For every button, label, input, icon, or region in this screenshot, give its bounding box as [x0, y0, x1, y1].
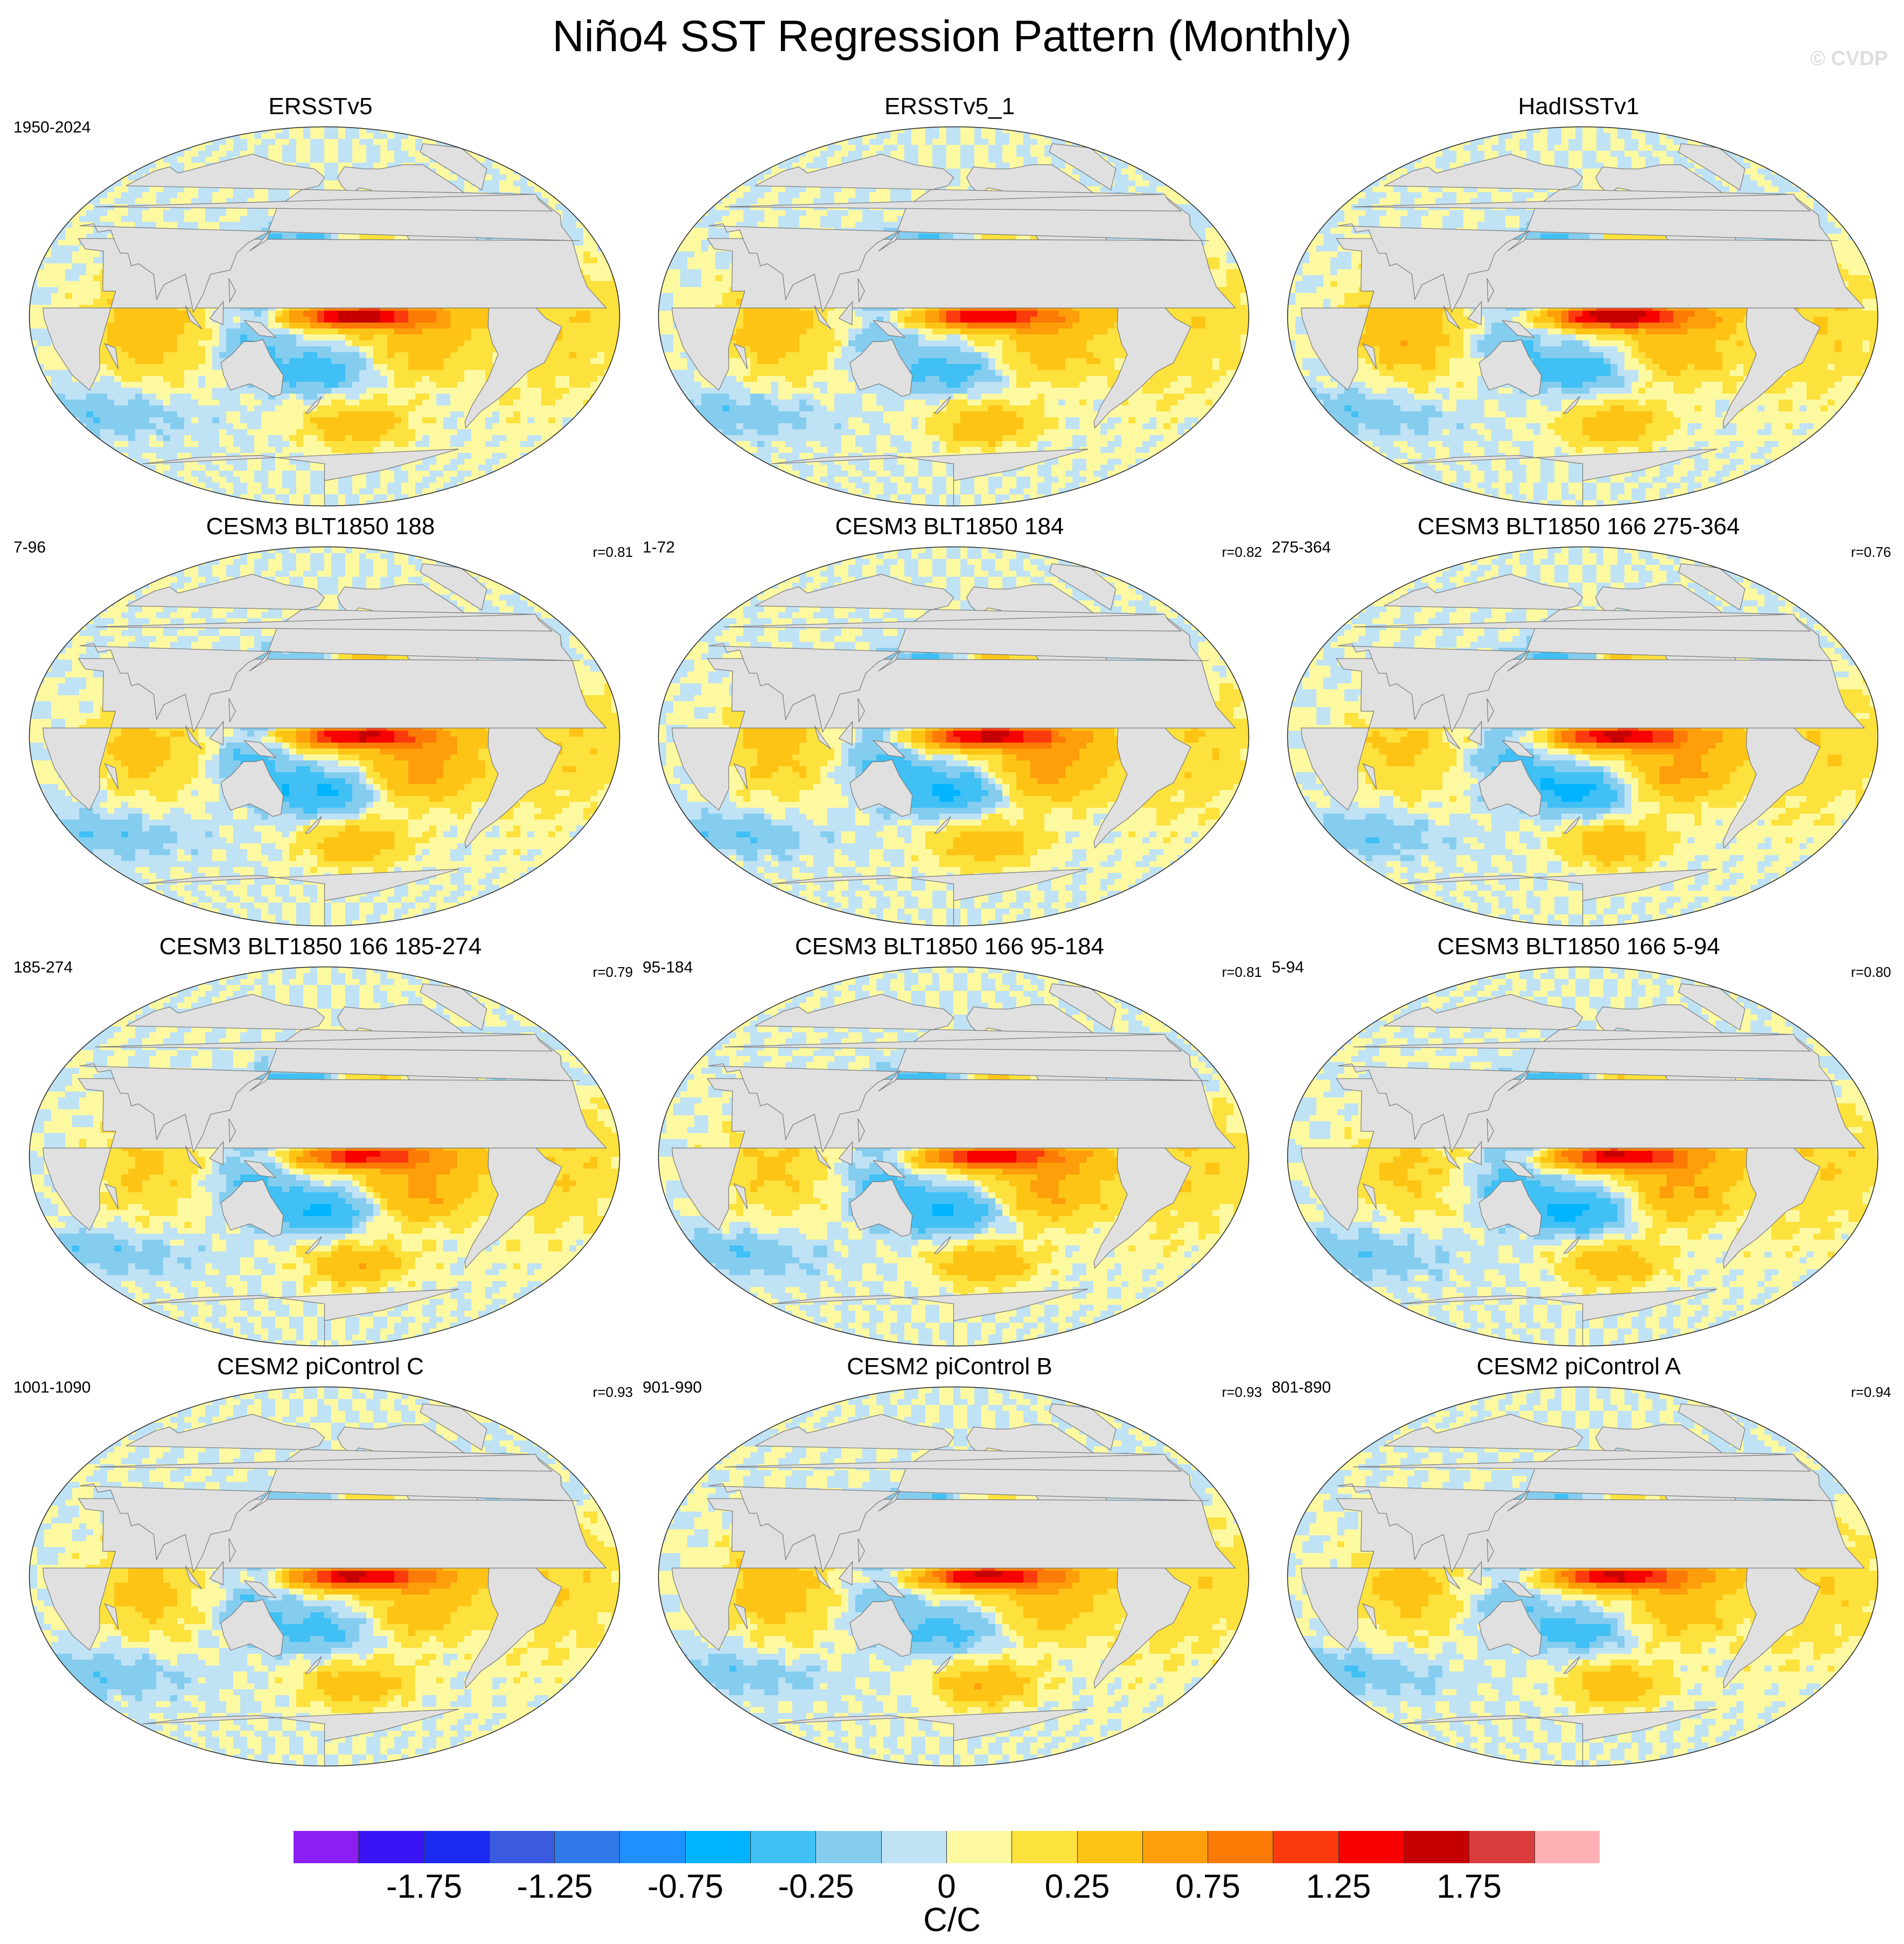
colorbar-cell	[1469, 1831, 1535, 1863]
map-area	[1274, 1381, 1891, 1772]
world-map	[645, 961, 1262, 1352]
panel-title: CESM3 BLT1850 188	[8, 512, 633, 542]
panel-title: CESM3 BLT1850 184	[637, 512, 1262, 542]
world-map	[16, 121, 633, 512]
map-area	[16, 1381, 633, 1772]
colorbar	[294, 1831, 1600, 1863]
map-area	[1274, 961, 1891, 1352]
colorbar-cell	[882, 1831, 947, 1863]
map-panel: ERSSTv5_1	[637, 92, 1262, 512]
colorbar-cell	[620, 1831, 685, 1863]
colorbar-tick-label: -1.25	[517, 1868, 592, 1906]
colorbar-unit-label: C/C	[0, 1901, 1904, 1939]
map-area	[16, 541, 633, 932]
sst-field	[16, 121, 633, 512]
colorbar-tick-label: 0.25	[1045, 1868, 1110, 1906]
panel-title: HadISSTv1	[1266, 92, 1891, 122]
sst-field	[16, 961, 633, 1352]
sst-field	[1274, 961, 1891, 1352]
colorbar-cell	[816, 1831, 881, 1863]
colorbar-cell	[490, 1831, 555, 1863]
map-area	[645, 541, 1262, 932]
map-panel: HadISSTv1	[1266, 92, 1891, 512]
panel-title: CESM3 BLT1850 166 95-184	[637, 932, 1262, 962]
map-panel: CESM3 BLT1850 184 1-72 r=0.82	[637, 512, 1262, 932]
colorbar-tick-label: -1.75	[386, 1868, 462, 1906]
colorbar-cells	[294, 1831, 1600, 1863]
colorbar-cell	[1143, 1831, 1208, 1863]
cvdp-watermark: © CVDP	[1810, 47, 1888, 71]
map-area	[645, 121, 1262, 512]
world-map	[645, 1381, 1262, 1772]
colorbar-tick-label: -0.75	[647, 1868, 723, 1906]
colorbar-cell	[1078, 1831, 1143, 1863]
sst-field	[16, 1381, 633, 1772]
map-panel: CESM2 piControl B 901-990 r=0.93	[637, 1352, 1262, 1772]
colorbar-cell	[555, 1831, 620, 1863]
colorbar-cell	[1012, 1831, 1077, 1863]
colorbar-cell	[359, 1831, 424, 1863]
sst-field	[16, 541, 633, 932]
panel-title: CESM2 piControl A	[1266, 1352, 1891, 1382]
sst-field	[645, 961, 1262, 1352]
colorbar-cell	[1339, 1831, 1404, 1863]
sst-field	[1274, 1381, 1891, 1772]
panel-title: ERSSTv5	[8, 92, 633, 122]
map-area	[645, 961, 1262, 1352]
map-area	[1274, 541, 1891, 932]
map-panel: CESM3 BLT1850 166 95-184 95-184 r=0.81	[637, 932, 1262, 1352]
map-panel: ERSSTv5 1950-2024	[8, 92, 633, 512]
colorbar-tick-label: 0	[937, 1868, 956, 1906]
map-panel: CESM3 BLT1850 166 275-364 275-364 r=0.76	[1266, 512, 1891, 932]
panel-title: CESM2 piControl B	[637, 1352, 1262, 1382]
colorbar-cell	[1404, 1831, 1469, 1863]
sst-field	[645, 121, 1262, 512]
map-panel: CESM3 BLT1850 188 7-96 r=0.81	[8, 512, 633, 932]
panel-title: CESM3 BLT1850 166 5-94	[1266, 932, 1891, 962]
colorbar-cell	[686, 1831, 751, 1863]
world-map	[1274, 961, 1891, 1352]
colorbar-cell	[947, 1831, 1012, 1863]
colorbar-cell	[294, 1831, 359, 1863]
map-panel: CESM3 BLT1850 166 185-274 185-274 r=0.79	[8, 932, 633, 1352]
panel-title: CESM2 piControl C	[8, 1352, 633, 1382]
sst-field	[645, 1381, 1262, 1772]
colorbar-tick-label: -0.25	[778, 1868, 854, 1906]
world-map	[645, 121, 1262, 512]
world-map	[16, 541, 633, 932]
panel-title: CESM3 BLT1850 166 185-274	[8, 932, 633, 962]
colorbar-tick-label: 1.75	[1436, 1868, 1502, 1906]
world-map	[16, 1381, 633, 1772]
world-map	[1274, 541, 1891, 932]
colorbar-cell	[1208, 1831, 1273, 1863]
colorbar-tick-label: 1.25	[1306, 1868, 1371, 1906]
map-panel: CESM3 BLT1850 166 5-94 5-94 r=0.80	[1266, 932, 1891, 1352]
world-map	[1274, 1381, 1891, 1772]
main-title: Niño4 SST Regression Pattern (Monthly)	[0, 10, 1904, 64]
map-area	[1274, 121, 1891, 512]
colorbar-cell	[751, 1831, 816, 1863]
panel-title: ERSSTv5_1	[637, 92, 1262, 122]
sst-field	[645, 541, 1262, 932]
colorbar-tick-labels: -1.75 -1.25 -0.75 -0.25 0 0.25 0.75 1.25 1.75	[294, 1868, 1600, 1905]
colorbar-tick-label: 0.75	[1175, 1868, 1240, 1906]
colorbar-cell	[1535, 1831, 1600, 1863]
map-area	[16, 961, 633, 1352]
map-panel: CESM2 piControl C 1001-1090 r=0.93	[8, 1352, 633, 1772]
colorbar-cell	[424, 1831, 490, 1863]
world-map	[645, 541, 1262, 932]
world-map	[16, 961, 633, 1352]
sst-field	[1274, 121, 1891, 512]
colorbar-cell	[1273, 1831, 1338, 1863]
sst-field	[1274, 541, 1891, 932]
map-area	[16, 121, 633, 512]
map-panel: CESM2 piControl A 801-890 r=0.94	[1266, 1352, 1891, 1772]
world-map	[1274, 121, 1891, 512]
panel-title: CESM3 BLT1850 166 275-364	[1266, 512, 1891, 542]
map-area	[645, 1381, 1262, 1772]
